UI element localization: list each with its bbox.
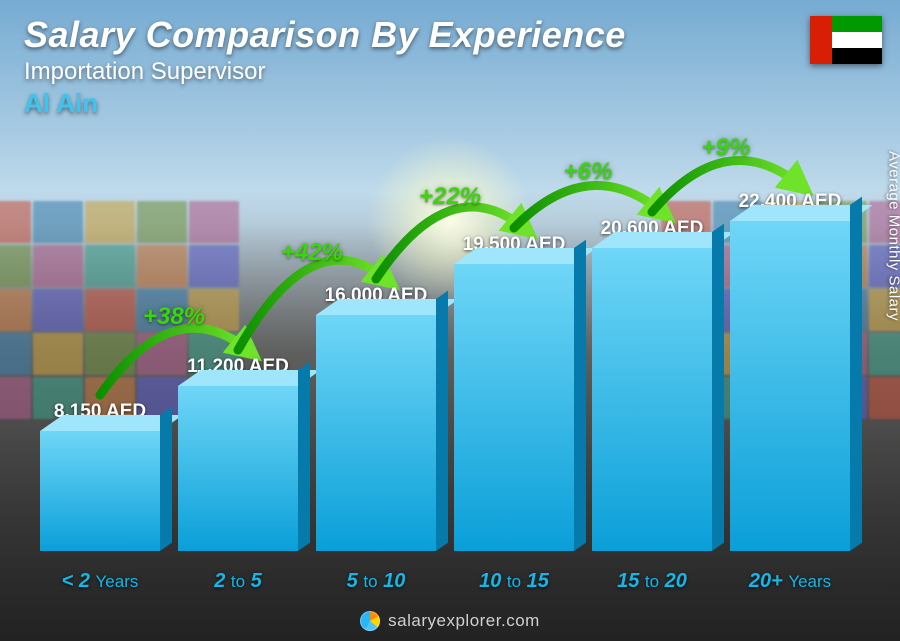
bar-slot: 20,600 AED: [592, 218, 712, 551]
x-axis-label: 5 to 10: [316, 570, 436, 593]
chart-title: Salary Comparison By Experience: [24, 14, 626, 56]
chart-location: Al Ain: [24, 88, 626, 119]
bar: [454, 264, 574, 551]
bar-slot: 16,000 AED: [316, 285, 436, 551]
bar-slot: 11,200 AED: [178, 356, 298, 551]
uae-flag-icon: [810, 16, 882, 64]
x-axis-label: 15 to 20: [592, 570, 712, 593]
x-axis-label: 10 to 15: [454, 570, 574, 593]
bar: [592, 248, 712, 551]
bar-chart: 8,150 AED11,200 AED16,000 AED19,500 AED2…: [40, 150, 850, 551]
x-axis-label: 2 to 5: [178, 570, 298, 593]
bar: [178, 386, 298, 551]
title-block: Salary Comparison By Experience Importat…: [24, 14, 626, 119]
x-axis-label: 20+ Years: [730, 570, 850, 593]
footer: salaryexplorer.com: [0, 611, 900, 631]
x-axis-label: < 2 Years: [40, 570, 160, 593]
bar-slot: 22,400 AED: [730, 191, 850, 551]
flag-red-bar: [810, 16, 832, 64]
x-axis: < 2 Years 2 to 5 5 to 10 10 to 15 15 to 20 20…: [40, 570, 850, 593]
flag-white-stripe: [832, 32, 882, 48]
flag-stripes: [832, 16, 882, 64]
infographic-stage: Salary Comparison By Experience Importat…: [0, 0, 900, 641]
bar-slot: 19,500 AED: [454, 234, 574, 551]
bar: [730, 221, 850, 551]
flag-black-stripe: [832, 48, 882, 64]
flag-green-stripe: [832, 16, 882, 32]
bar-slot: 8,150 AED: [40, 401, 160, 551]
y-axis-label: Average Monthly Salary: [886, 151, 900, 321]
bar: [40, 431, 160, 551]
chart-subtitle: Importation Supervisor: [24, 58, 626, 86]
footer-text: salaryexplorer.com: [388, 611, 540, 631]
site-logo-icon: [360, 611, 380, 631]
bars-row: 8,150 AED11,200 AED16,000 AED19,500 AED2…: [40, 150, 850, 551]
bar: [316, 315, 436, 551]
